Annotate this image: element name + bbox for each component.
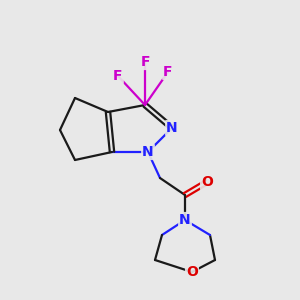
Text: F: F — [163, 65, 173, 79]
Text: O: O — [186, 265, 198, 279]
Text: N: N — [166, 121, 178, 135]
Text: N: N — [142, 145, 154, 159]
Text: F: F — [113, 69, 123, 83]
Text: O: O — [201, 175, 213, 189]
Text: N: N — [179, 213, 191, 227]
Text: F: F — [140, 55, 150, 69]
